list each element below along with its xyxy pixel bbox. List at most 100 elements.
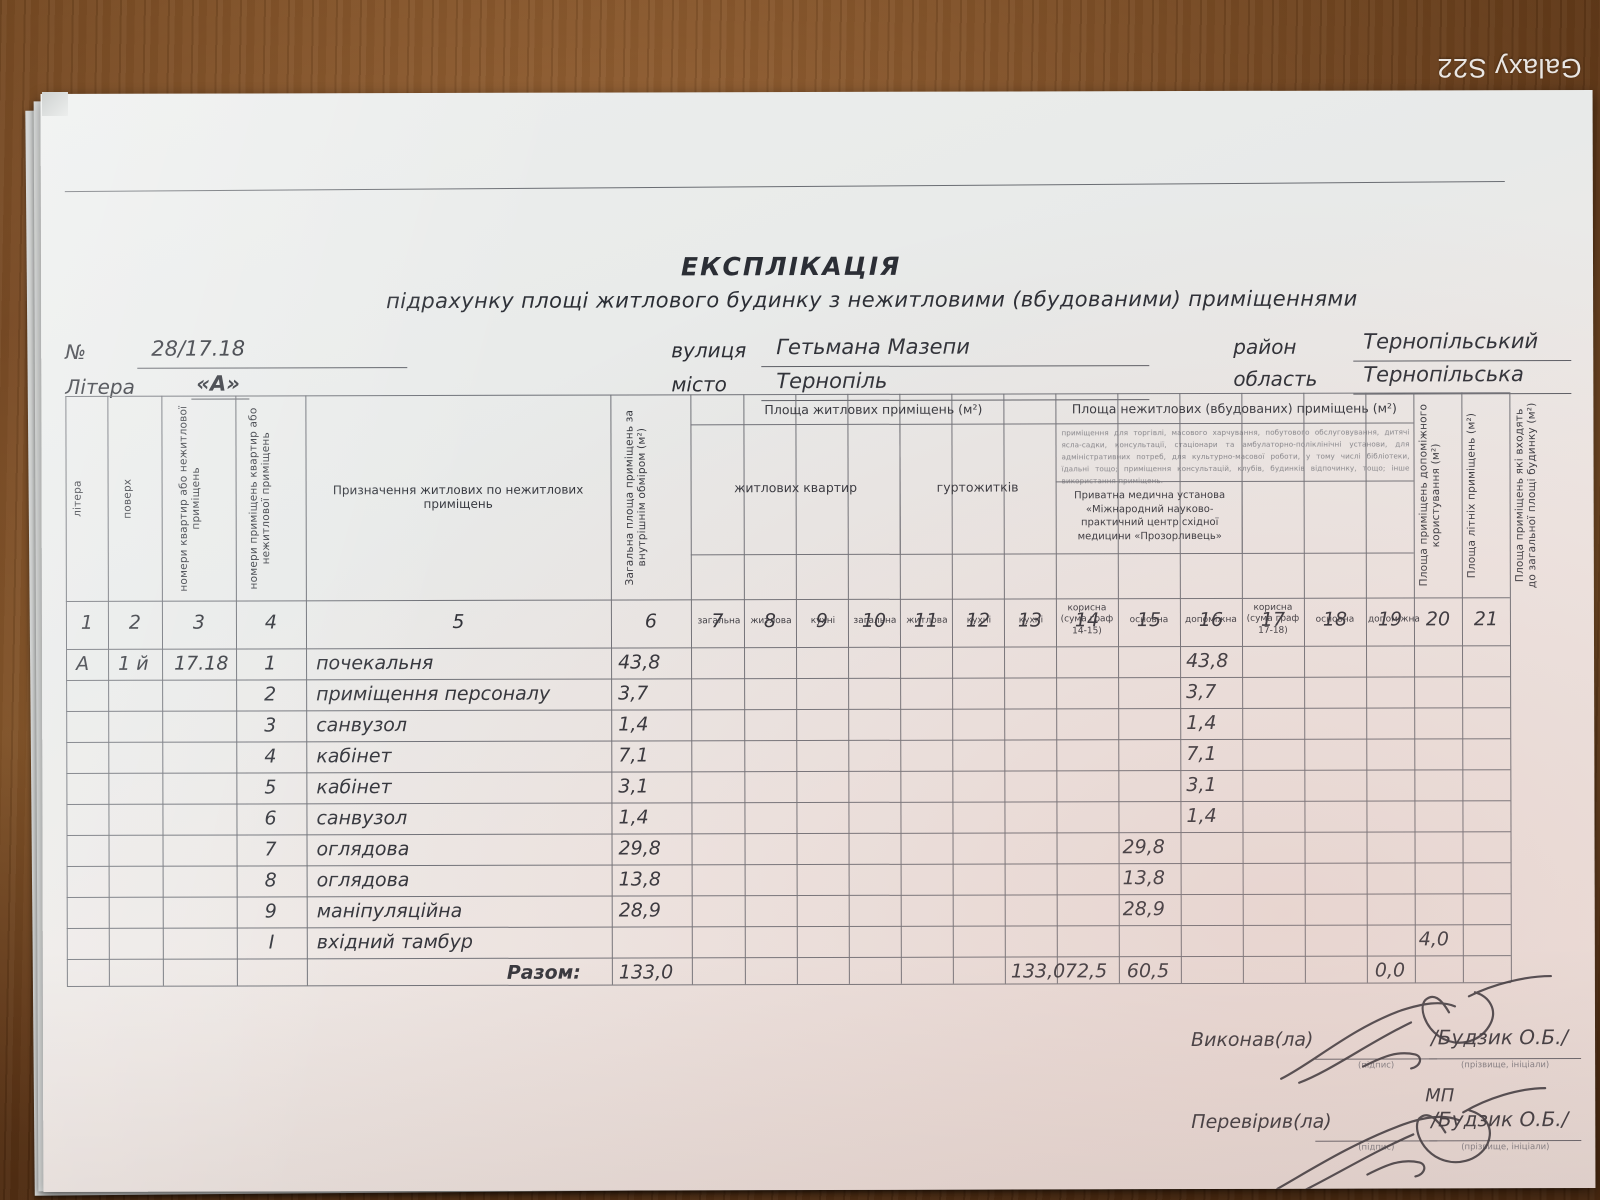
colnum-3: 3	[192, 611, 206, 634]
exploitation-table: літера поверх номери квартир або нежитло…	[65, 392, 1538, 987]
row-2-roomnum: 2	[264, 683, 277, 706]
colnum-8: 8	[763, 610, 777, 633]
row-2-aux: 3,7	[1186, 680, 1217, 704]
row-6-aux: 1,4	[1186, 804, 1217, 828]
totals-c6: 133,0	[618, 961, 674, 984]
group-line-establishment	[1055, 552, 1414, 555]
header-nonresidential-note: приміщення для торгівлі, масового харчув…	[1061, 427, 1410, 485]
vheader-apartment-numbers: номери квартир або нежитлової приміщень	[177, 405, 203, 592]
street-underline	[761, 365, 1150, 368]
vheader-litera: літера	[71, 480, 84, 518]
colnum-12: 12	[965, 609, 991, 632]
totals-c19: 0,0	[1374, 959, 1406, 982]
colnum-9: 9	[815, 609, 829, 633]
city-value: Тернопіль	[776, 368, 888, 394]
row-1-aux: 43,8	[1186, 649, 1229, 673]
letter-value: «А»	[196, 371, 240, 396]
row-1-total: 43,8	[618, 651, 661, 674]
row-1-litera: А	[76, 652, 90, 675]
row-2-total: 3,7	[618, 682, 649, 705]
colnum-5: 5	[452, 610, 465, 633]
row-10-purpose: вхідний тамбур	[316, 930, 473, 954]
header-purpose: Призначення житлових по нежитлових примі…	[332, 482, 584, 512]
row-line-8	[66, 893, 1511, 898]
colnum-14: 14	[1074, 609, 1100, 632]
row-6-roomnum: 6	[264, 807, 277, 830]
row-4-total: 7,1	[618, 744, 649, 767]
row-5-purpose: кабінет	[316, 776, 392, 799]
totals-c15: 60,5	[1126, 960, 1170, 983]
row-9-roomnum: 9	[264, 900, 277, 923]
stamp-mark: МП	[1425, 1085, 1455, 1107]
device-watermark: Galaxy S22	[1437, 53, 1582, 83]
row-4-purpose: кабінет	[316, 745, 392, 768]
vheader-total-area: Загальна площа приміщень за внутрішнім о…	[623, 409, 649, 586]
row-5-total: 3,1	[618, 775, 649, 798]
row-4-aux: 7,1	[1186, 742, 1217, 766]
paper-corner-fold	[41, 91, 69, 117]
row-line-2	[66, 707, 1511, 712]
row-8-roomnum: 8	[264, 869, 277, 892]
row-3-purpose: санвузол	[316, 714, 408, 737]
group-line-nonresidential	[1055, 422, 1414, 425]
row-7-main: 29,8	[1122, 836, 1165, 859]
number-underline	[137, 367, 408, 369]
top-rule-line	[64, 181, 1505, 193]
colnum-11: 11	[913, 609, 939, 632]
row-1-purpose: почекальня	[316, 652, 434, 675]
colnum-13: 13	[1017, 609, 1043, 632]
checker-label: Перевірив(ла)	[1191, 1110, 1332, 1134]
district-value: Тернопільський	[1363, 329, 1539, 354]
row-3-total: 1,4	[618, 713, 649, 736]
colnum-19: 19	[1377, 608, 1403, 631]
row-line-1	[66, 676, 1511, 681]
checker-name-caption: (прізвище, ініціали)	[1461, 1142, 1550, 1153]
header-nonresidential-group: Площа нежитлових (вбудованих) приміщень …	[1071, 400, 1397, 417]
row-1-poverh: 1 й	[118, 652, 149, 675]
row-9-purpose: маніпуляційна	[316, 899, 463, 923]
row-5-aux: 3,1	[1186, 773, 1217, 797]
row-1-roomnum: 1	[264, 652, 277, 675]
row-line-3	[66, 738, 1511, 743]
row-line-5	[66, 800, 1511, 805]
row-10-roomnum: І	[268, 931, 275, 954]
header-leaf-line	[65, 597, 1510, 602]
row-7-purpose: оглядова	[316, 838, 410, 861]
colnum-6: 6	[644, 610, 658, 633]
totals-label: Разом:	[506, 961, 581, 984]
number-value: 28/17.18	[151, 336, 246, 361]
colnum-18: 18	[1322, 608, 1348, 631]
row-3-aux: 1,4	[1186, 711, 1217, 735]
row-2-purpose: приміщення персоналу	[316, 682, 551, 706]
row-3-roomnum: 3	[264, 714, 277, 737]
row-line-9	[66, 924, 1511, 929]
colnum-2: 2	[128, 611, 142, 634]
checker-name: /Будзик О.Б./	[1431, 1107, 1569, 1132]
group-line-residential-sub	[690, 553, 1056, 556]
document-paper: ЕКСПЛІКАЦІЯ підрахунку площі житлового б…	[40, 89, 1596, 1193]
performer-name: /Будзик О.Б./	[1431, 1025, 1569, 1050]
header-establishment-name: Приватна медична установа «Міжнародний н…	[1074, 489, 1226, 542]
totals-c14: 72,5	[1064, 960, 1108, 983]
checker-signature-caption: (підпис)	[1358, 1142, 1395, 1153]
header-residential-dormitory: гуртожитків	[936, 479, 1019, 495]
page-title: ЕКСПЛІКАЦІЯ	[680, 251, 902, 282]
row-line-7	[66, 862, 1511, 867]
city-label: місто	[671, 372, 727, 397]
street-value: Гетьмана Мазепи	[776, 334, 970, 360]
performer-signature-caption: (підпис)	[1358, 1060, 1395, 1071]
colnum-20: 20	[1425, 608, 1451, 631]
row-line-6	[66, 831, 1511, 836]
row-9-total: 28,9	[618, 899, 662, 922]
row-9-main: 28,9	[1122, 898, 1166, 921]
colnum-17: 17	[1260, 608, 1286, 631]
row-6-purpose: санвузол	[316, 807, 408, 830]
street-label: вулиця	[671, 338, 747, 363]
row-line-4	[66, 769, 1511, 774]
table-border-bottom	[66, 982, 1511, 987]
row-8-purpose: оглядова	[316, 869, 410, 892]
row-7-roomnum: 7	[264, 838, 277, 861]
vheader-auxiliary-area: Площа приміщень допоміжного користування…	[1417, 404, 1443, 587]
row-7-total: 29,8	[618, 837, 661, 860]
number-label: №	[65, 339, 87, 364]
